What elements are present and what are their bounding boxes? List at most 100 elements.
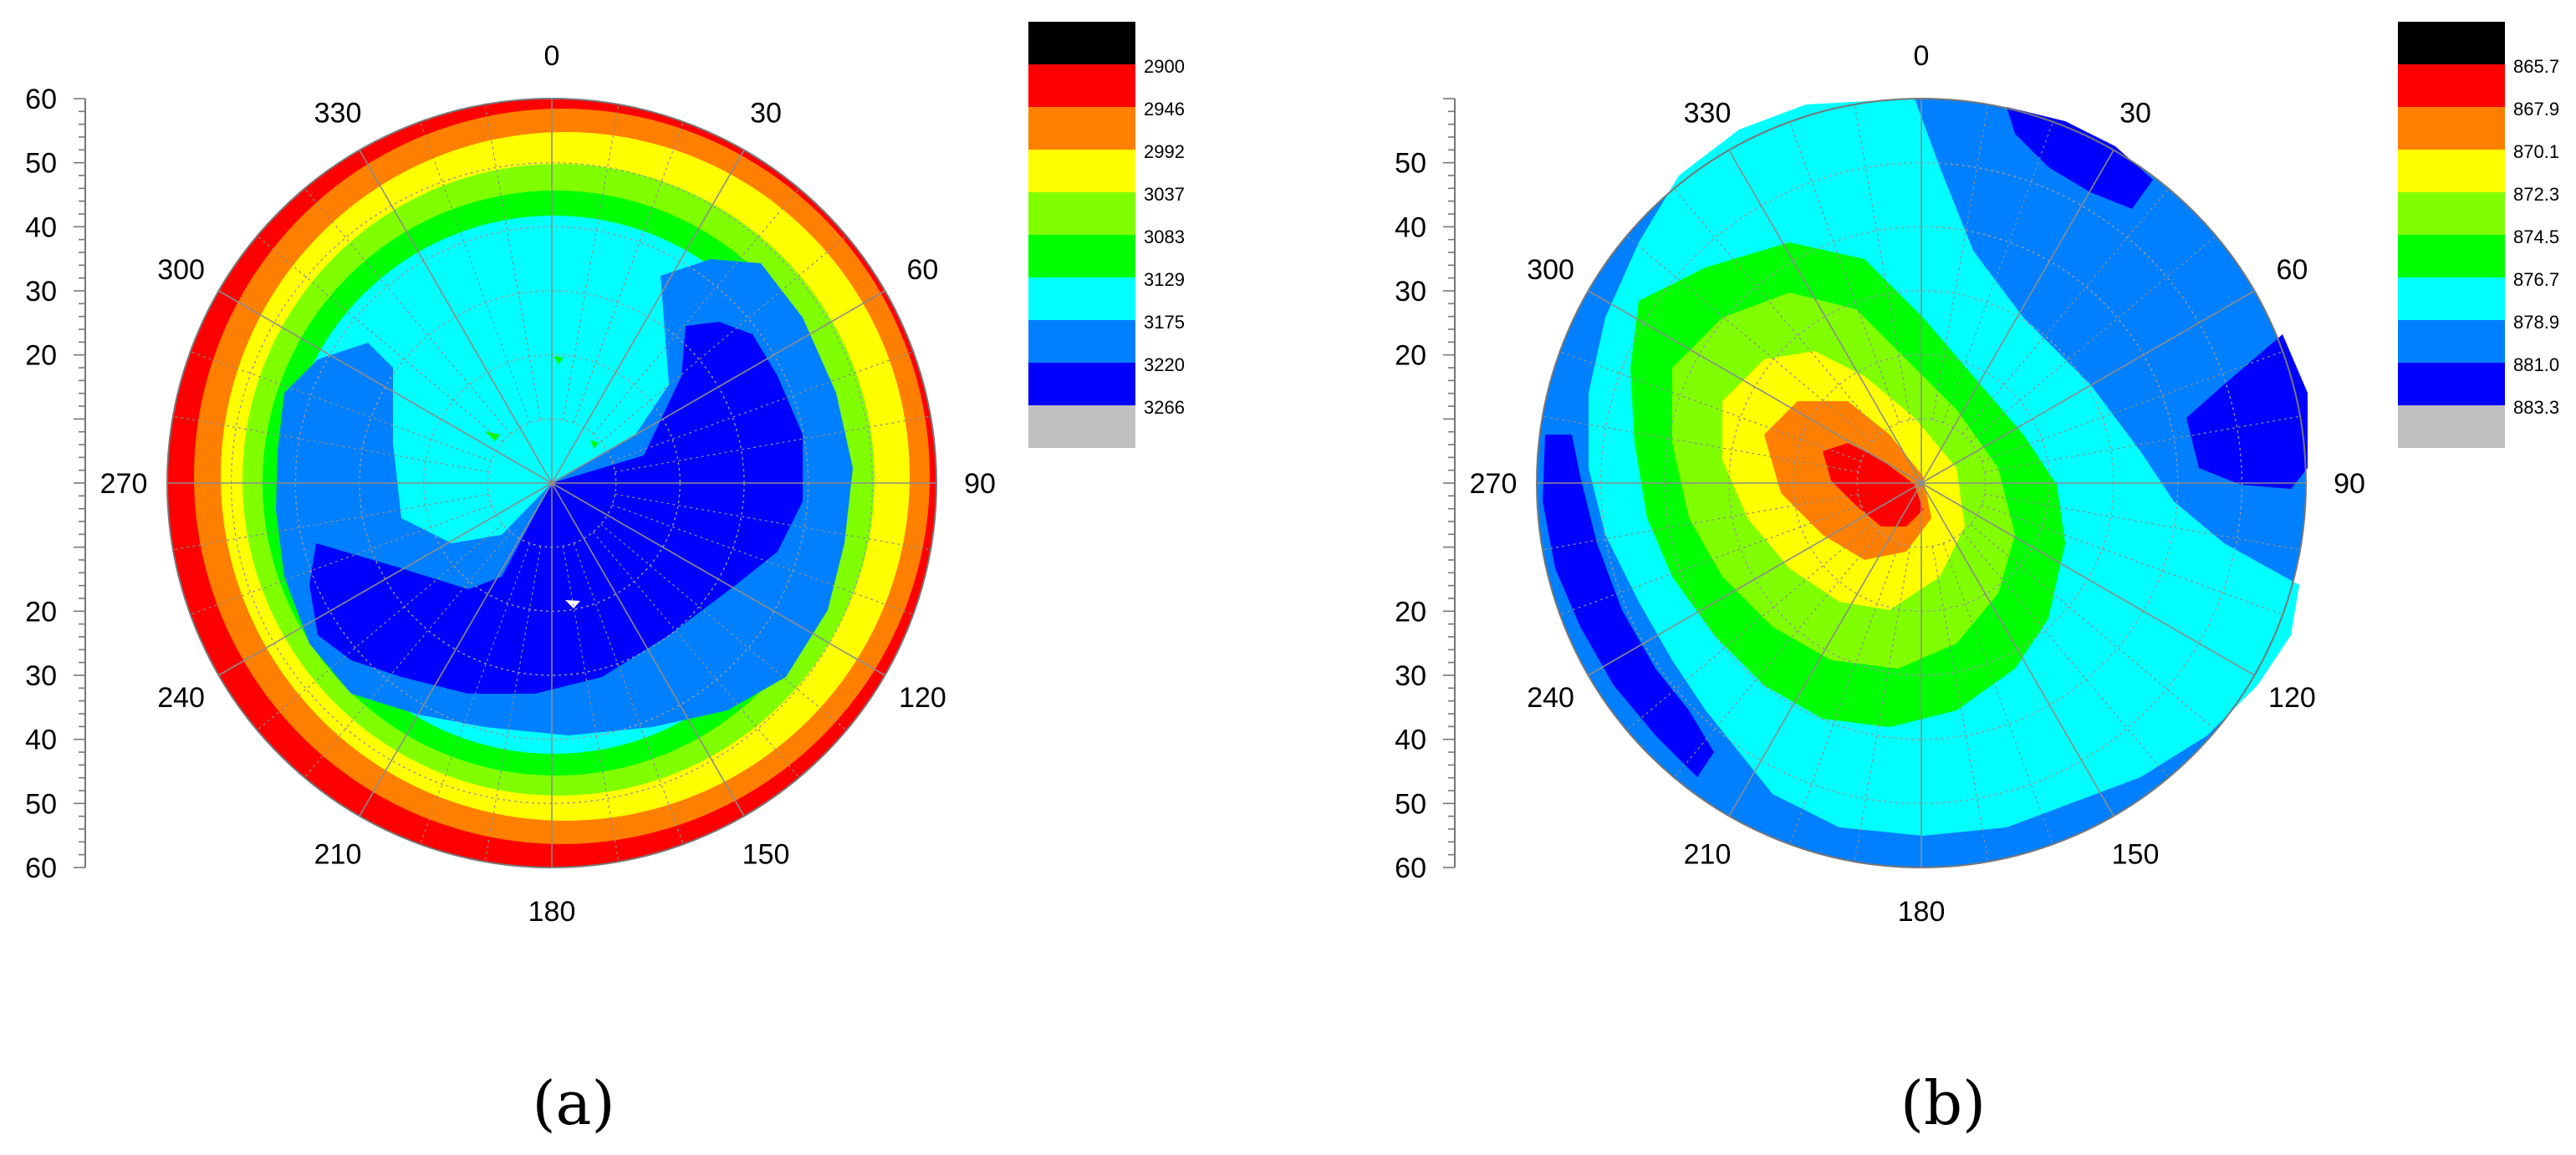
radial-tick-label: 20: [25, 340, 57, 372]
legend-swatch: [1028, 405, 1135, 448]
grid-minor-spoke: [257, 523, 503, 731]
angle-tick-label: 240: [157, 682, 205, 714]
grid-spoke: [551, 290, 885, 484]
grid-minor-spoke: [1626, 235, 1873, 443]
grid-minor-spoke: [1961, 532, 2170, 778]
grid-minor-spoke: [304, 532, 512, 778]
grid-spoke: [551, 482, 745, 817]
legend-level-label: 865.7: [2513, 56, 2559, 77]
radial-axis-b: 50 40 30 20 20 30 40 50 60: [1395, 98, 1456, 884]
grid-minor-spoke: [190, 351, 492, 462]
radial-tick-label: 20: [1395, 340, 1426, 372]
legend-level-label: 874.5: [2513, 226, 2559, 247]
grid-spoke: [1588, 290, 1922, 484]
angle-labels-a: 0 30 60 90 120 150 180 210 240 270 300 330: [100, 40, 996, 928]
band-868-region: [1823, 443, 1923, 527]
radial-tick-label: 60: [1395, 852, 1426, 884]
grid-minor-spoke: [1559, 351, 1862, 462]
radial-tick-label: 30: [25, 660, 57, 692]
grid-minor-spoke: [562, 546, 620, 862]
radial-tick-label: 40: [1395, 725, 1426, 756]
grid-spoke: [359, 482, 553, 817]
grid-minor-spoke: [1559, 504, 1862, 615]
angle-tick-label: 330: [1684, 98, 1732, 130]
grid-minor-spoke: [1789, 121, 1900, 424]
grid-minor-spoke: [1931, 104, 1989, 420]
angle-tick-label: 330: [314, 98, 362, 130]
grid-minor-spoke: [562, 104, 620, 420]
radial-tick-label: 40: [25, 725, 57, 756]
grid-minor-spoke: [484, 546, 542, 862]
band-3266-region: [309, 322, 803, 694]
grid-spoke: [1921, 482, 2114, 817]
legend-swatch: [1028, 107, 1135, 150]
legend-swatch: [1028, 320, 1135, 363]
grid-minor-spoke: [1626, 523, 1873, 731]
legend-level-label: 3037: [1144, 184, 1185, 205]
grid-minor-spoke: [573, 542, 684, 845]
angle-tick-label: 0: [544, 40, 560, 72]
grid-minor-spoke: [1961, 188, 2170, 435]
band-3175-inner: [393, 251, 661, 483]
grid-minor-spoke: [1673, 532, 1881, 778]
angle-tick-label: 90: [964, 468, 996, 500]
grid-minor-spoke: [615, 493, 931, 551]
grid-minor-spoke: [1931, 546, 1989, 862]
grid-minor-spoke: [592, 532, 800, 778]
grid-minor-spoke: [1970, 523, 2216, 731]
angle-tick-label: 300: [157, 254, 205, 286]
legend-swatch: [1028, 22, 1135, 64]
angle-tick-label: 180: [1898, 896, 1946, 928]
radial-axis-a: 60 50 40 30 20 20 30 40 50 60: [25, 84, 86, 884]
legend-level-label: 3175: [1144, 312, 1185, 333]
grid-minor-spoke: [420, 121, 531, 424]
legend-swatch: [2398, 363, 2505, 405]
radial-tick-label: 50: [25, 788, 57, 820]
radial-tick-label: 40: [1395, 211, 1426, 243]
legend-level-label: 2946: [1144, 99, 1185, 120]
grid-minor-spoke: [1942, 542, 2053, 845]
grid-minor-spoke: [190, 504, 492, 615]
radial-tick-label: 20: [1395, 596, 1426, 628]
legend-level-label: 3083: [1144, 226, 1185, 247]
angle-tick-label: 30: [2119, 98, 2151, 130]
angle-tick-label: 30: [750, 98, 782, 130]
grid-minor-spoke: [1984, 415, 2301, 473]
angle-tick-label: 120: [2268, 682, 2316, 714]
angle-tick-label: 60: [2276, 254, 2308, 286]
angle-tick-label: 240: [1527, 682, 1574, 714]
grid-minor-spoke: [1970, 235, 2216, 443]
legend-swatch: [2398, 277, 2505, 320]
grid-minor-spoke: [484, 104, 542, 420]
grid-minor-spoke: [592, 188, 800, 435]
legend-level-label: 867.9: [2513, 99, 2559, 120]
legend-swatch: [1028, 150, 1135, 192]
legend-swatch: [2398, 107, 2505, 150]
legend-swatch: [2398, 22, 2505, 64]
legend-swatch: [2398, 320, 2505, 363]
legend-level-label: 876.7: [2513, 269, 2559, 290]
legend-level-label: 2992: [1144, 141, 1185, 162]
grid-minor-spoke: [1854, 104, 1911, 420]
artefact-green-1: [485, 431, 500, 441]
grid-spoke: [1921, 482, 2255, 676]
radial-tick-label: 50: [1395, 788, 1426, 820]
grid-minor-spoke: [257, 235, 503, 443]
grid-spoke: [1921, 290, 2255, 484]
polar-grid-b: [1536, 98, 2307, 868]
grid-spoke: [1728, 150, 1922, 484]
grid-minor-spoke: [615, 415, 931, 473]
legend-level-label: 878.9: [2513, 312, 2559, 333]
angle-tick-label: 90: [2334, 468, 2365, 500]
grid-minor-spoke: [611, 504, 914, 615]
angle-tick-label: 0: [1914, 40, 1930, 72]
legend-level-label: 2900: [1144, 56, 1185, 77]
legend-level-label: 3220: [1144, 354, 1185, 375]
grid-spoke: [1728, 482, 1922, 817]
grid-spoke: [551, 482, 885, 676]
grid-minor-spoke: [1789, 542, 1900, 845]
panel-label-b: (b): [1900, 1068, 1987, 1138]
legend-swatch: [1028, 64, 1135, 107]
band-883-left: [1543, 435, 1714, 777]
